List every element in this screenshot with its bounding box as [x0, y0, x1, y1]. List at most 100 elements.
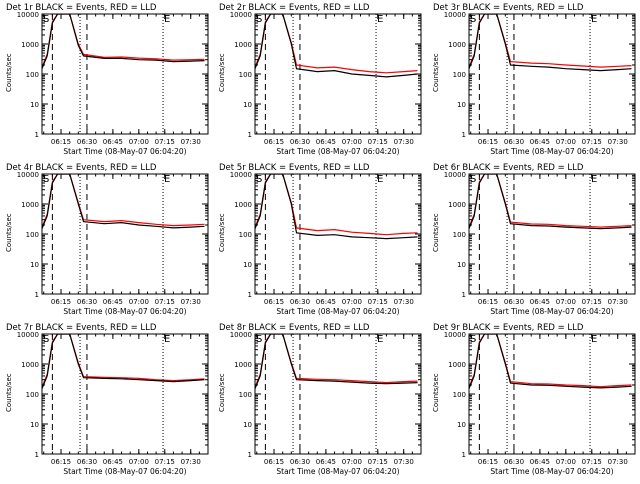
- y-axis: 1 10 100 1000 10000: [17, 331, 208, 459]
- x-tick-label: 07:00: [342, 458, 362, 466]
- y-tick-label: 1: [35, 291, 39, 299]
- lld-series-line: [469, 334, 632, 388]
- x-axis: 06:15 06:30 06:45 07:00 07:15 07:30: [43, 334, 209, 466]
- y-tick-label: 100: [453, 231, 466, 239]
- x-axis: 06:15 06:30 06:45 07:00 07:15 07:30: [470, 14, 636, 146]
- x-tick-label: 06:45: [316, 458, 336, 466]
- data-area: [42, 174, 205, 229]
- x-tick-label: 06:45: [316, 138, 336, 146]
- panel-title: Det 1r BLACK = Events, RED = LLD: [6, 3, 157, 13]
- x-tick-label: 06:45: [316, 298, 336, 306]
- plot-frame: [41, 173, 209, 295]
- x-tick-label: 06:30: [290, 298, 310, 306]
- x-tick-label: 07:30: [394, 138, 414, 146]
- start-marker: S: [43, 334, 49, 345]
- y-tick-label: 10000: [444, 171, 466, 179]
- detector-panel: Det 7r BLACK = Events, RED = LLD 1 10 100 10…: [5, 323, 209, 476]
- x-tick-label: 07:30: [608, 458, 628, 466]
- x-tick-label: 06:45: [530, 138, 550, 146]
- y-tick-label: 10: [243, 421, 252, 429]
- x-tick-label: 07:15: [368, 138, 388, 146]
- y-tick-label: 1: [462, 451, 466, 459]
- y-axis: 1 10 100 1000 10000: [444, 171, 635, 299]
- panel-title: Det 3r BLACK = Events, RED = LLD: [433, 3, 584, 13]
- y-tick-label: 10000: [230, 331, 252, 339]
- y-axis-label: Counts/sec: [5, 213, 13, 252]
- y-tick-label: 10: [457, 101, 466, 109]
- events-series-line: [255, 174, 418, 240]
- y-axis: 1 10 100 1000 10000: [230, 11, 421, 139]
- x-tick-label: 06:30: [504, 298, 524, 306]
- plot-frame: [41, 333, 209, 455]
- lld-series-line: [469, 14, 632, 68]
- x-tick-label: 06:15: [264, 138, 284, 146]
- x-tick-label: 07:30: [181, 458, 201, 466]
- y-axis-label: Counts/sec: [432, 373, 440, 412]
- y-tick-label: 100: [453, 71, 466, 79]
- lld-series-line: [255, 14, 418, 74]
- x-axis-label: Start Time (08-May-07 06:04:20): [490, 147, 613, 156]
- x-tick-label: 06:15: [478, 138, 498, 146]
- lld-series-line: [469, 174, 632, 228]
- y-axis: 1 10 100 1000 10000: [230, 171, 421, 299]
- panel-title: Det 5r BLACK = Events, RED = LLD: [219, 163, 370, 173]
- y-tick-label: 100: [453, 391, 466, 399]
- x-tick-label: 06:30: [504, 138, 524, 146]
- x-axis-label: Start Time (08-May-07 06:04:20): [490, 467, 613, 476]
- y-tick-label: 1000: [448, 361, 466, 369]
- panel-title: Det 7r BLACK = Events, RED = LLD: [6, 323, 157, 333]
- y-axis: 1 10 100 1000 10000: [17, 11, 208, 139]
- x-tick-label: 06:30: [77, 298, 97, 306]
- x-tick-label: 06:30: [77, 138, 97, 146]
- y-axis: 1 10 100 1000 10000: [17, 171, 208, 299]
- x-axis: 06:15 06:30 06:45 07:00 07:15 07:30: [470, 334, 636, 466]
- end-marker: E: [164, 14, 170, 25]
- events-series-line: [255, 14, 418, 78]
- x-tick-label: 06:45: [103, 138, 123, 146]
- end-marker: E: [377, 14, 383, 25]
- y-axis-label: Counts/sec: [5, 373, 13, 412]
- end-marker: E: [591, 14, 597, 25]
- x-tick-label: 07:15: [155, 298, 175, 306]
- detector-panel: Det 8r BLACK = Events, RED = LLD 1 10 100 10…: [218, 323, 422, 476]
- y-tick-label: 100: [239, 231, 252, 239]
- x-tick-label: 06:15: [264, 458, 284, 466]
- y-tick-label: 10000: [17, 331, 39, 339]
- x-tick-label: 06:15: [51, 138, 71, 146]
- y-tick-label: 10: [243, 261, 252, 269]
- lld-series-line: [255, 174, 418, 236]
- x-tick-label: 07:30: [181, 138, 201, 146]
- plot-frame: [468, 173, 636, 295]
- x-tick-label: 06:30: [290, 138, 310, 146]
- x-axis-label: Start Time (08-May-07 06:04:20): [276, 147, 399, 156]
- x-tick-label: 07:15: [155, 458, 175, 466]
- panel-title: Det 8r BLACK = Events, RED = LLD: [219, 323, 370, 333]
- lld-series-line: [42, 174, 205, 228]
- plot-frame: [468, 333, 636, 455]
- x-tick-label: 06:30: [504, 458, 524, 466]
- y-tick-label: 100: [26, 71, 39, 79]
- x-tick-label: 07:00: [556, 458, 576, 466]
- y-axis: 1 10 100 1000 10000: [444, 331, 635, 459]
- x-tick-label: 07:00: [342, 138, 362, 146]
- y-axis-label: Counts/sec: [432, 213, 440, 252]
- x-tick-label: 06:15: [478, 298, 498, 306]
- start-marker: S: [256, 174, 262, 185]
- y-axis-label: Counts/sec: [218, 373, 226, 412]
- events-series-line: [469, 14, 632, 72]
- plot-frame: [41, 13, 209, 135]
- y-axis-label: Counts/sec: [218, 53, 226, 92]
- start-marker: S: [43, 174, 49, 185]
- x-axis: 06:15 06:30 06:45 07:00 07:15 07:30: [256, 334, 422, 466]
- y-tick-label: 10: [30, 261, 39, 269]
- x-tick-label: 07:15: [582, 458, 602, 466]
- end-marker: E: [164, 334, 170, 345]
- x-tick-label: 07:00: [129, 458, 149, 466]
- y-tick-label: 1: [462, 131, 466, 139]
- detector-panel: Det 6r BLACK = Events, RED = LLD 1 10 100 10…: [432, 163, 636, 316]
- y-tick-label: 10000: [230, 171, 252, 179]
- end-marker: E: [164, 174, 170, 185]
- end-marker: E: [591, 174, 597, 185]
- x-tick-label: 07:30: [394, 458, 414, 466]
